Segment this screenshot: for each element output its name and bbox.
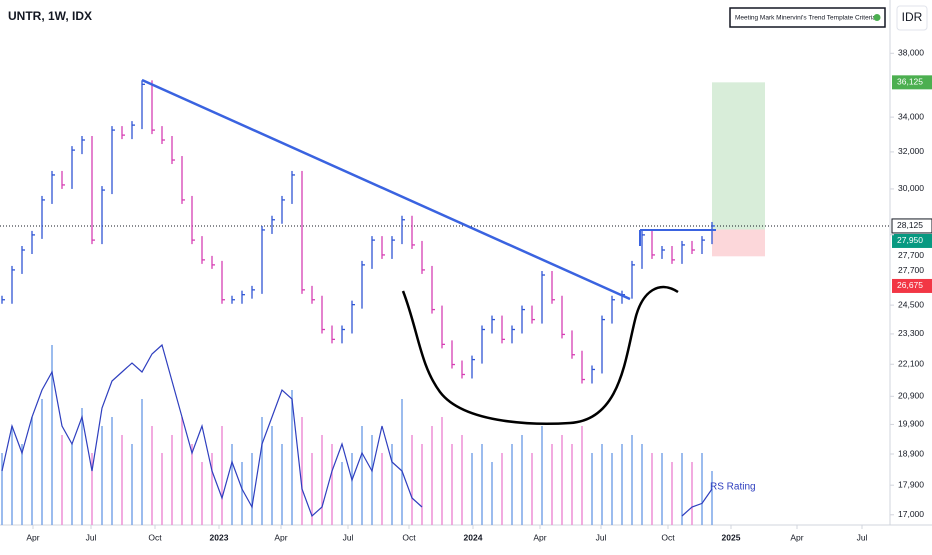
x-tick-label: 2023 [210,532,229,542]
trend-line [141,78,631,301]
x-tick-label: Jul [86,532,97,542]
rs-line [681,488,713,517]
currency-label[interactable]: IDR [902,10,923,24]
y-tick-label: 32,000 [898,146,924,156]
y-tick-label: 17,900 [898,479,924,489]
criteria-text: Meeting Mark Minervini's Trend Template … [735,15,880,22]
x-tick-label: 2024 [464,532,483,542]
y-tick-label: 22,100 [898,359,924,369]
x-tick-label: Oct [661,532,675,542]
x-tick-label: Jul [857,532,868,542]
rs-line [1,343,423,518]
cup-curve [401,285,679,425]
y-tick-label: 30,000 [898,183,924,193]
target-zone [712,82,765,230]
x-tick-label: Apr [274,532,287,542]
price-marker-label: 28,125 [897,220,923,230]
y-tick-label: 20,900 [898,391,924,401]
x-tick-label: Apr [790,532,803,542]
rs-label: RS Rating [710,482,756,493]
x-tick-label: Oct [402,532,416,542]
x-tick-label: Jul [596,532,607,542]
price-marker-label: 27,950 [897,235,923,245]
y-tick-label: 17,000 [898,509,924,519]
x-tick-label: Oct [148,532,162,542]
x-tick-label: Apr [533,532,546,542]
currency-button[interactable] [896,5,928,31]
price-marker [892,233,932,248]
stop-zone [712,229,765,257]
y-tick-label: 18,900 [898,448,924,458]
x-tick-label: 2025 [722,532,741,542]
y-tick-label: 34,000 [898,111,924,121]
x-tick-label: Jul [343,532,354,542]
y-tick-label: 27,700 [898,265,924,275]
y-tick-label: 38,000 [898,48,924,58]
y-tick-label: 19,900 [898,419,924,429]
y-tick-label: 24,500 [898,299,924,309]
price-marker-label: 36,125 [897,77,923,87]
criteria-dot [873,14,881,21]
price-marker [892,75,932,90]
price-marker [891,218,932,234]
marks [0,80,890,525]
criteria-box [729,7,886,28]
x-tick-label: Apr [26,532,39,542]
y-tick-label: 27,700 [898,250,924,260]
price-marker-label: 26,675 [897,280,923,290]
y-tick-label: 23,300 [898,328,924,338]
price-marker [892,278,932,293]
chart-title: UNTR, 1W, IDX [8,9,92,23]
